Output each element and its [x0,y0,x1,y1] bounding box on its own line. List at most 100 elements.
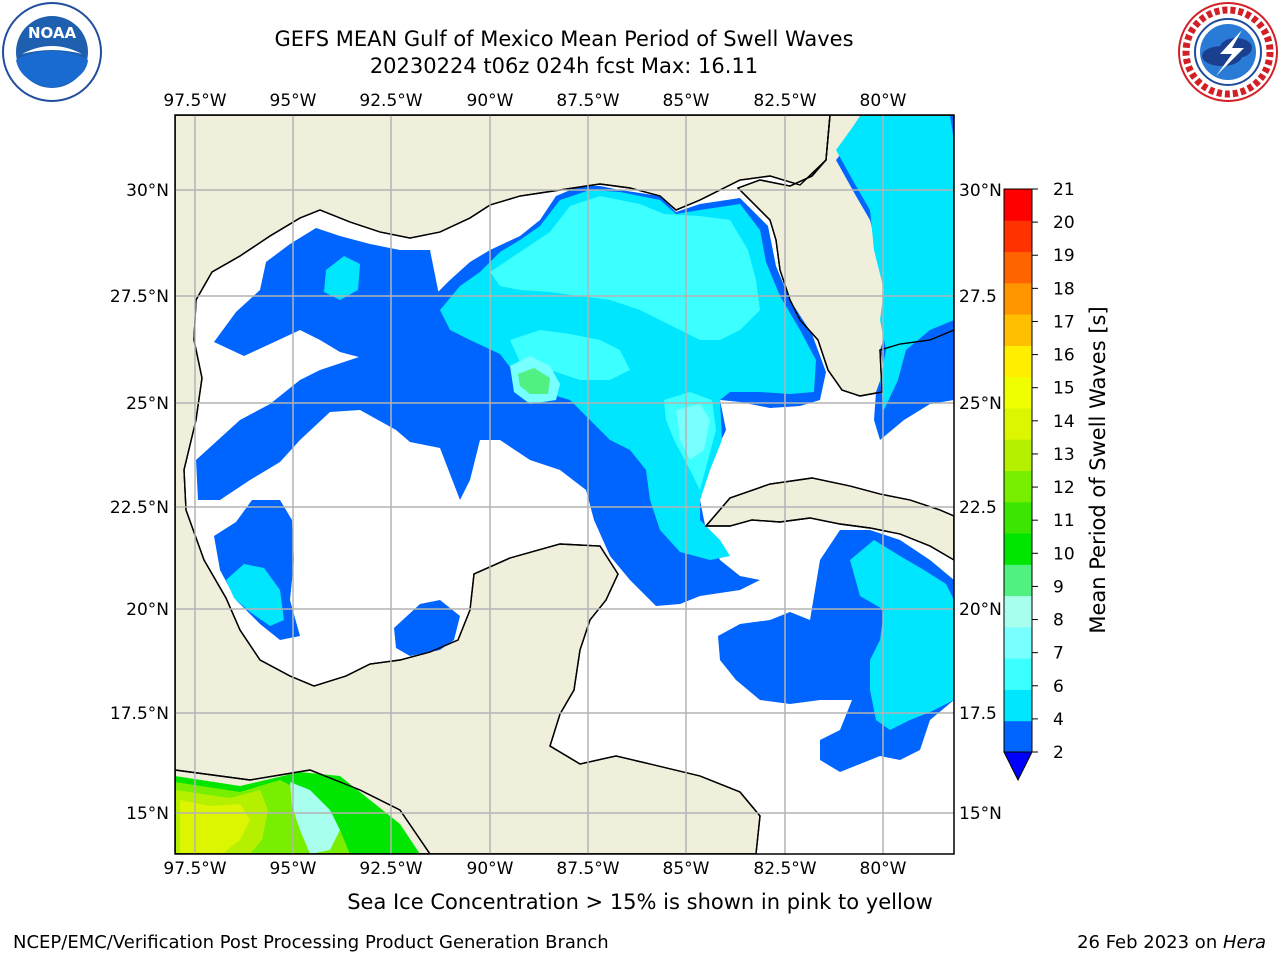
colorbar-tick-label-1: 4 [1053,710,1064,730]
lon-label-bottom-7: 80°W [860,859,907,879]
lat-label-right-0: 30°N [959,181,1002,201]
map-frame [174,114,955,855]
contour-4-6s-west [226,564,284,626]
footer-date: 26 Feb 2023 on Hera [1077,932,1266,953]
colorbar-swatch-8 [1004,470,1032,503]
footer-credit: NCEP/EMC/Verification Post Processing Pr… [13,932,609,953]
contour-7-8s-east [676,404,710,460]
lat-label-right-6: 15°N [959,804,1002,824]
colorbar-tick-label-16: 20 [1053,213,1075,233]
colorbar-tick-label-5: 9 [1053,577,1064,597]
colorbar-tick-label-9: 13 [1053,445,1075,465]
colorbar-frame [1003,188,1033,753]
contour-9-10s [518,368,550,394]
colorbar-swatch-14 [1004,282,1032,315]
colorbar-tick-label-4: 8 [1053,611,1064,631]
colorbar-swatch-17 [1004,189,1032,221]
lon-label-top-7: 80°W [860,91,907,111]
lon-label-bottom-4: 87.5°W [556,859,619,879]
lon-label-bottom-6: 82.5°W [753,859,816,879]
longitude-labels-top: 97.5°W 95°W 92.5°W 90°W 87.5°W 85°W 82.5°W 80°W [163,91,906,111]
colorbar-label: Mean Period of Swell Waves [s] [1086,306,1110,634]
lat-label-left-5: 17.5°N [110,704,169,724]
swell-period-contours [175,116,954,854]
colorbar-swatch-5 [1004,564,1032,597]
colorbar-swatch-3 [1004,626,1032,659]
latitude-labels-right: 30°N 27.5 25°N 22.5 20°N 17.5 15°N [959,181,1002,824]
colorbar-swatch-10 [1004,407,1032,440]
map-title: GEFS MEAN Gulf of Mexico Mean Period of … [274,27,854,51]
contour-pacific-8 [290,782,340,854]
colorbar-tick-label-0: 2 [1053,743,1064,763]
footer-date-text: 26 Feb 2023 on [1077,932,1223,953]
lon-label-bottom-3: 90°W [467,859,514,879]
lon-label-bottom-2: 92.5°W [359,859,422,879]
noaa-logo-text: NOAA [28,24,77,42]
lat-label-left-3: 22.5°N [110,498,169,518]
contour-2-4s-south [394,600,460,656]
colorbar-swatch-16 [1004,220,1032,253]
coastline-land-north [175,115,831,854]
colorbar-swatch-9 [1004,439,1032,471]
lat-label-right-1: 27.5 [959,287,997,307]
lat-label-left-0: 30°N [126,181,169,201]
colorbar-swatch-13 [1004,314,1032,346]
lon-label-bottom-0: 97.5°W [163,859,226,879]
lon-label-top-1: 95°W [270,91,317,111]
lon-label-top-0: 97.5°W [163,91,226,111]
lon-label-top-4: 87.5°W [556,91,619,111]
colorbar-tick-label-17: 21 [1053,180,1075,200]
colorbar-tick-label-14: 18 [1053,279,1075,299]
lon-label-top-2: 92.5°W [359,91,422,111]
contour-2-4s-nw [214,228,440,360]
noaa-logo: NOAA [2,2,102,102]
latitude-labels-left: 30°N 27.5°N 25°N 22.5°N 20°N 17.5°N 15°N [110,181,169,824]
colorbar-swatch-6 [1004,533,1032,565]
colorbar-tick-label-12: 16 [1053,346,1075,366]
map-subtitle-forecast: 20230224 t06z 024h fcst Max: 16.11 [369,54,759,78]
colorbar-tick-label-13: 17 [1053,312,1075,332]
coastlines [175,115,954,854]
colorbar-extend-triangle [1003,751,1033,782]
sea-ice-note: Sea Ice Concentration > 15% is shown in … [347,890,933,914]
colorbar-swatch-4 [1004,595,1032,628]
lon-label-top-3: 90°W [467,91,514,111]
lat-label-left-2: 25°N [126,394,169,414]
colorbar-swatch-12 [1004,345,1032,378]
lon-label-top-6: 82.5°W [753,91,816,111]
colorbar-swatch-7 [1004,501,1032,534]
colorbar-tick-label-11: 15 [1053,379,1075,399]
lat-label-right-3: 22.5 [959,498,997,518]
lat-label-right-5: 17.5 [959,704,997,724]
graticule [175,115,954,854]
longitude-labels-bottom: 97.5°W 95°W 92.5°W 90°W 87.5°W 85°W 82.5°W 80°W [163,859,906,879]
colorbar-tick-label-10: 14 [1053,412,1075,432]
lon-label-bottom-1: 95°W [270,859,317,879]
lon-label-bottom-5: 85°W [663,859,710,879]
lat-label-left-4: 20°N [126,600,169,620]
footer-host: Hera [1222,932,1266,953]
coastline-land-florida [736,115,954,397]
contour-6-7s-mid [510,330,630,380]
colorbar-tick-label-7: 11 [1053,511,1075,531]
lat-label-left-6: 15°N [126,804,169,824]
contour-4-6s-nw [324,256,360,300]
contour-6-7s [490,196,760,340]
nws-logo [1178,2,1278,102]
colorbar-tick-label-3: 7 [1053,644,1064,664]
colorbar-swatch-15 [1004,251,1032,284]
lon-label-top-5: 85°W [663,91,710,111]
colorbar: 2 4 6 7 8 9 10 11 12 13 14 15 16 17 18 19 20 21 [1003,180,1075,782]
colorbar-tick-label-2: 6 [1053,677,1064,697]
coastline-land-cuba [704,477,954,561]
lat-label-left-1: 27.5°N [110,287,169,307]
colorbar-swatch-2 [1004,658,1032,690]
lat-label-right-2: 25°N [959,394,1002,414]
colorbar-swatch-1 [1004,689,1032,722]
coastline-land-yucatan-east [175,769,431,854]
contour-4-6s-caribbean [850,540,954,730]
colorbar-swatch-11 [1004,376,1032,409]
lat-label-right-4: 20°N [959,600,1002,620]
colorbar-tick-label-8: 12 [1053,478,1075,498]
